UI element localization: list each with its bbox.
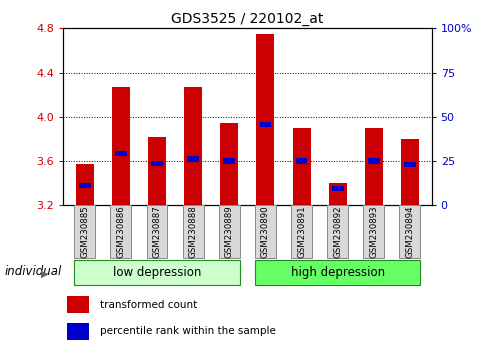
FancyBboxPatch shape — [74, 205, 95, 258]
Text: transformed count: transformed count — [100, 300, 197, 310]
Text: GSM230893: GSM230893 — [369, 206, 378, 258]
Text: GSM230894: GSM230894 — [405, 206, 414, 258]
Text: GSM230892: GSM230892 — [333, 206, 342, 258]
Text: ▶: ▶ — [41, 268, 48, 278]
Bar — [115, 150, 126, 156]
FancyBboxPatch shape — [110, 205, 131, 258]
Bar — [148, 137, 166, 205]
Text: percentile rank within the sample: percentile rank within the sample — [100, 326, 275, 336]
Text: low depression: low depression — [113, 266, 201, 279]
Bar — [367, 158, 379, 164]
FancyBboxPatch shape — [146, 205, 167, 258]
Text: GSM230891: GSM230891 — [296, 206, 305, 258]
Bar — [364, 128, 382, 205]
Bar — [184, 87, 202, 205]
Bar — [403, 162, 415, 167]
Bar — [295, 158, 307, 164]
Bar — [292, 128, 310, 205]
Text: GSM230887: GSM230887 — [152, 205, 161, 258]
Bar — [256, 34, 274, 205]
Text: GSM230885: GSM230885 — [80, 205, 89, 258]
Bar — [220, 124, 238, 205]
FancyBboxPatch shape — [290, 205, 311, 258]
Text: individual: individual — [5, 266, 62, 278]
FancyBboxPatch shape — [218, 205, 239, 258]
FancyBboxPatch shape — [399, 205, 420, 258]
FancyBboxPatch shape — [363, 205, 383, 258]
Bar — [187, 156, 198, 162]
Text: GSM230890: GSM230890 — [260, 206, 270, 258]
FancyBboxPatch shape — [327, 205, 348, 258]
FancyBboxPatch shape — [255, 260, 420, 285]
Title: GDS3525 / 220102_at: GDS3525 / 220102_at — [171, 12, 323, 26]
Bar — [223, 158, 235, 164]
Bar — [328, 183, 346, 205]
FancyBboxPatch shape — [182, 205, 203, 258]
Bar — [400, 139, 418, 205]
Bar — [79, 183, 91, 188]
FancyBboxPatch shape — [67, 323, 89, 339]
FancyBboxPatch shape — [255, 205, 275, 258]
Text: high depression: high depression — [290, 266, 384, 279]
FancyBboxPatch shape — [74, 260, 239, 285]
Bar — [331, 186, 343, 192]
FancyBboxPatch shape — [67, 296, 89, 313]
Bar — [151, 160, 163, 166]
Text: GSM230886: GSM230886 — [116, 205, 125, 258]
Bar — [76, 164, 93, 205]
Bar — [112, 87, 130, 205]
Text: GSM230888: GSM230888 — [188, 205, 197, 258]
Text: GSM230889: GSM230889 — [224, 206, 233, 258]
Bar — [259, 122, 271, 127]
